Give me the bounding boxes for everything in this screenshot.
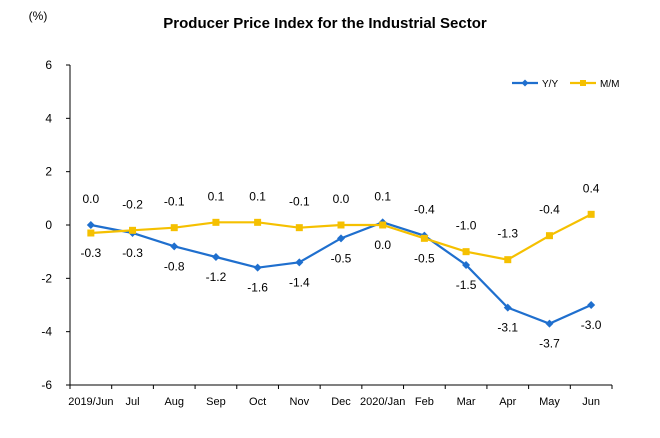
mm-data-label: -0.4 bbox=[539, 203, 560, 217]
x-tick-label: Apr bbox=[499, 396, 516, 408]
mm-point bbox=[545, 232, 553, 240]
y-tick-label: 4 bbox=[45, 111, 52, 125]
y-tick-label: -2 bbox=[41, 271, 52, 285]
yy-data-label: 0.0 bbox=[83, 192, 100, 206]
mm-point bbox=[212, 218, 220, 226]
x-tick-label: Jul bbox=[126, 396, 140, 408]
x-tick-label: Jun bbox=[582, 396, 600, 408]
yy-data-label: -0.3 bbox=[122, 246, 143, 260]
yy-data-label: -3.1 bbox=[497, 321, 518, 335]
mm-point bbox=[295, 224, 303, 232]
yy-data-label: -1.6 bbox=[247, 281, 268, 295]
yy-point bbox=[295, 258, 304, 267]
series-layer bbox=[86, 210, 596, 328]
mm-data-label: -0.1 bbox=[164, 195, 185, 209]
y-axis-unit-label: (%) bbox=[29, 9, 48, 23]
chart-title: Producer Price Index for the Industrial … bbox=[163, 15, 487, 32]
mm-data-label: 0.0 bbox=[374, 238, 391, 252]
x-tick-label: Aug bbox=[164, 396, 184, 408]
x-tick-label: Dec bbox=[331, 396, 351, 408]
yy-point bbox=[545, 319, 554, 328]
mm-point bbox=[129, 226, 137, 234]
legend: Y/Y M/M bbox=[512, 79, 619, 90]
x-tick-label: Oct bbox=[249, 396, 266, 408]
mm-point bbox=[337, 221, 345, 229]
yy-point bbox=[503, 303, 512, 312]
mm-data-label: -1.0 bbox=[456, 219, 477, 233]
x-tick-label: Nov bbox=[290, 396, 310, 408]
y-tick-label: -6 bbox=[41, 378, 52, 392]
mm-data-label: 0.1 bbox=[208, 189, 225, 203]
yy-point bbox=[253, 263, 262, 272]
x-tick-label: Feb bbox=[415, 396, 434, 408]
yy-point bbox=[337, 234, 345, 243]
yy-point bbox=[211, 253, 220, 261]
mm-point bbox=[170, 224, 178, 232]
x-axis-ticks: 2019/Jun Jul Aug Sep Oct Nov Dec 2020/Jan Feb Mar… bbox=[68, 385, 613, 408]
mm-point bbox=[379, 221, 387, 229]
mm-data-label: -0.1 bbox=[289, 195, 310, 209]
mm-point bbox=[462, 248, 470, 256]
x-tick-label: 2019/Jun bbox=[68, 396, 113, 408]
x-tick-label: Sep bbox=[206, 396, 226, 408]
y-tick-label: -4 bbox=[41, 325, 52, 339]
yy-data-label: -1.2 bbox=[206, 270, 227, 284]
yy-point bbox=[462, 261, 471, 269]
yy-data-label: -0.5 bbox=[331, 251, 352, 265]
yy-data-label: -0.4 bbox=[414, 203, 435, 217]
yy-point bbox=[587, 301, 596, 309]
y-axis-ticks: -6 -4 -2 0 2 4 6 bbox=[41, 58, 70, 392]
mm-data-label: -1.3 bbox=[497, 227, 518, 241]
legend-marker-mm bbox=[580, 80, 586, 86]
yy-data-label: -1.4 bbox=[289, 275, 310, 289]
mm-data-label: 0.0 bbox=[333, 192, 350, 206]
y-tick-label: 0 bbox=[45, 218, 52, 232]
yy-data-label: -1.5 bbox=[456, 278, 477, 292]
x-tick-label: 2020/Jan bbox=[360, 396, 405, 408]
y-tick-label: 2 bbox=[45, 165, 52, 179]
mm-point bbox=[87, 229, 95, 237]
legend-label-yy: Y/Y bbox=[542, 79, 558, 90]
yy-data-label: 0.1 bbox=[374, 189, 391, 203]
x-tick-label: May bbox=[539, 396, 560, 408]
legend-marker-yy bbox=[521, 79, 529, 87]
mm-data-label: -0.5 bbox=[414, 251, 435, 265]
mm-data-label: -0.2 bbox=[122, 197, 143, 211]
yy-point bbox=[170, 242, 179, 251]
legend-label-mm: M/M bbox=[600, 79, 619, 90]
mm-data-label: -0.3 bbox=[81, 246, 102, 260]
data-labels-layer: 0.0 -0.3 -0.3 -0.2 -0.8 -0.1 -1.2 0.1 -1.6 0.1 -1.… bbox=[81, 181, 602, 350]
mm-data-label: 0.1 bbox=[249, 189, 266, 203]
mm-point bbox=[254, 218, 262, 226]
yy-data-label: -0.8 bbox=[164, 259, 185, 273]
yy-data-label: -3.0 bbox=[581, 318, 602, 332]
y-tick-label: 6 bbox=[45, 58, 52, 72]
mm-point bbox=[420, 234, 428, 242]
yy-point bbox=[86, 221, 95, 229]
mm-point bbox=[587, 210, 595, 218]
mm-data-label: 0.4 bbox=[583, 181, 600, 195]
x-tick-label: Mar bbox=[457, 396, 476, 408]
yy-data-label: -3.7 bbox=[539, 337, 560, 351]
mm-point bbox=[504, 256, 512, 264]
